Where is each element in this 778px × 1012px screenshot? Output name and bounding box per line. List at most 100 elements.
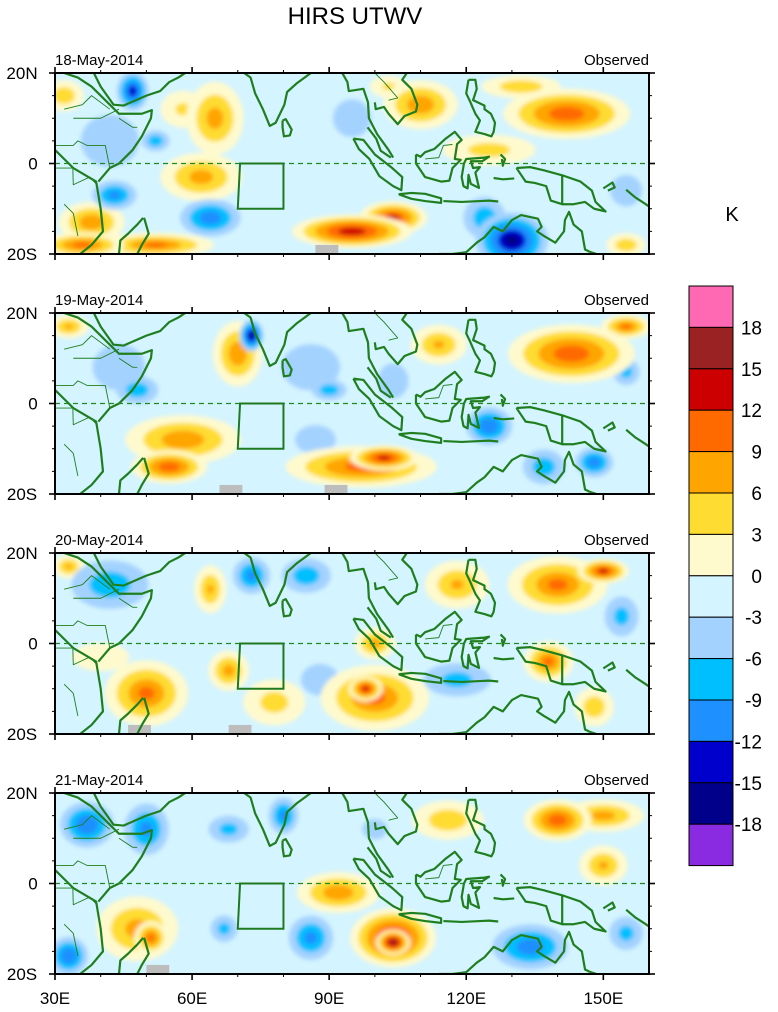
country-border [55, 647, 98, 666]
coastline [281, 598, 293, 618]
coastline [373, 73, 419, 126]
region-box [236, 162, 285, 210]
panel-date-label: 20-May-2014 [55, 532, 143, 549]
anomaly-contour [158, 462, 180, 472]
country-border [55, 620, 111, 649]
country-border [73, 828, 120, 839]
anomaly-contour [293, 566, 320, 585]
coastline [499, 633, 507, 647]
country-border [55, 887, 98, 906]
country-border [118, 117, 138, 128]
map-panel-1: 18-May-2014 Observed 20N 0 20S [6, 49, 655, 264]
country-border [64, 815, 111, 830]
colorbar-label: 15 [741, 360, 762, 381]
anomaly-contour [64, 324, 73, 330]
coastline [515, 166, 607, 213]
anomaly-contour [591, 810, 616, 821]
missing-data-patch [228, 724, 252, 734]
panel-observed-label: Observed [584, 52, 649, 69]
country-border [73, 108, 120, 119]
y-tick-label: 20N [6, 64, 37, 83]
coastline [515, 646, 607, 693]
coastline [499, 873, 507, 887]
coastline [443, 199, 499, 204]
coastline [352, 617, 404, 672]
country-border [63, 203, 79, 236]
colorbar-label: 6 [751, 484, 762, 505]
coastline [467, 49, 473, 63]
y-tick-label: 20N [6, 544, 37, 563]
coastline [352, 137, 404, 192]
anomaly-contour [333, 99, 371, 138]
anomaly-contour [587, 456, 602, 468]
country-border [118, 837, 138, 848]
country-border [55, 860, 111, 889]
y-tick-label: 0 [28, 635, 37, 654]
y-tick-label: 20N [6, 784, 37, 803]
anomaly-contour [583, 696, 605, 718]
country-border [55, 140, 111, 169]
coastline [55, 149, 105, 254]
colorbar-label: -6 [745, 650, 762, 671]
anomaly-contour [260, 691, 289, 713]
coastline [92, 73, 186, 107]
anomaly-contour [548, 814, 568, 827]
coastline [438, 690, 597, 734]
coastline [398, 431, 443, 444]
colorbar-swatch [688, 492, 734, 535]
anomaly-contour [319, 384, 339, 396]
map-panel-3: 20-May-2014 Observed 20N 0 20S [6, 532, 655, 744]
anomaly-contour [295, 425, 336, 455]
country-border [63, 683, 79, 716]
coastline [92, 553, 186, 587]
coastline [443, 919, 499, 924]
anomaly-contour [75, 814, 99, 835]
country-border [64, 95, 111, 110]
anomaly-contour [125, 382, 149, 398]
anomaly-contour [60, 947, 77, 965]
coastline [117, 937, 145, 974]
coastline [136, 217, 150, 254]
coastline [352, 377, 404, 432]
missing-data-patch [315, 244, 339, 254]
missing-data-patch [146, 964, 170, 974]
colorbar-swatch [688, 285, 734, 328]
y-tick-label: 20N [6, 304, 37, 323]
coastline [602, 421, 616, 432]
coastline [438, 210, 597, 254]
anomaly-contour [499, 80, 543, 93]
anomaly-contour [428, 809, 468, 831]
colorbar-label: -9 [745, 691, 762, 712]
coastline [460, 875, 491, 910]
coastline [493, 176, 515, 181]
colorbar-label: -18 [735, 815, 762, 836]
coastline [625, 188, 649, 208]
figure-title: HIRS UTWV [288, 3, 423, 30]
coastline [281, 118, 293, 138]
coastline [414, 130, 463, 183]
anomaly-contour [362, 686, 369, 692]
colorbar-swatch [688, 575, 734, 618]
country-border [374, 553, 399, 581]
coastline [625, 668, 649, 688]
coastline [136, 697, 150, 734]
country-border [63, 923, 79, 956]
coastline [398, 911, 443, 924]
x-tick-label: 60E [177, 989, 207, 1008]
coastline [493, 416, 515, 421]
x-tick-label: 90E [314, 989, 344, 1008]
country-border [374, 73, 399, 101]
map-panels: 18-May-2014 Observed 20N 0 20S 19-May-2014 Obs… [6, 49, 655, 984]
coastline [465, 78, 497, 138]
colorbar-label: 3 [751, 525, 762, 546]
anomaly-contour [55, 87, 75, 105]
anomaly-contour [323, 885, 354, 901]
country-border [425, 384, 453, 400]
panel-observed-label: Observed [584, 292, 649, 309]
anomaly-contour [79, 214, 104, 230]
coastline [310, 553, 395, 639]
coastline [136, 457, 150, 494]
region-box [236, 882, 285, 930]
anomaly-contour [598, 861, 609, 870]
coastline [493, 896, 515, 901]
